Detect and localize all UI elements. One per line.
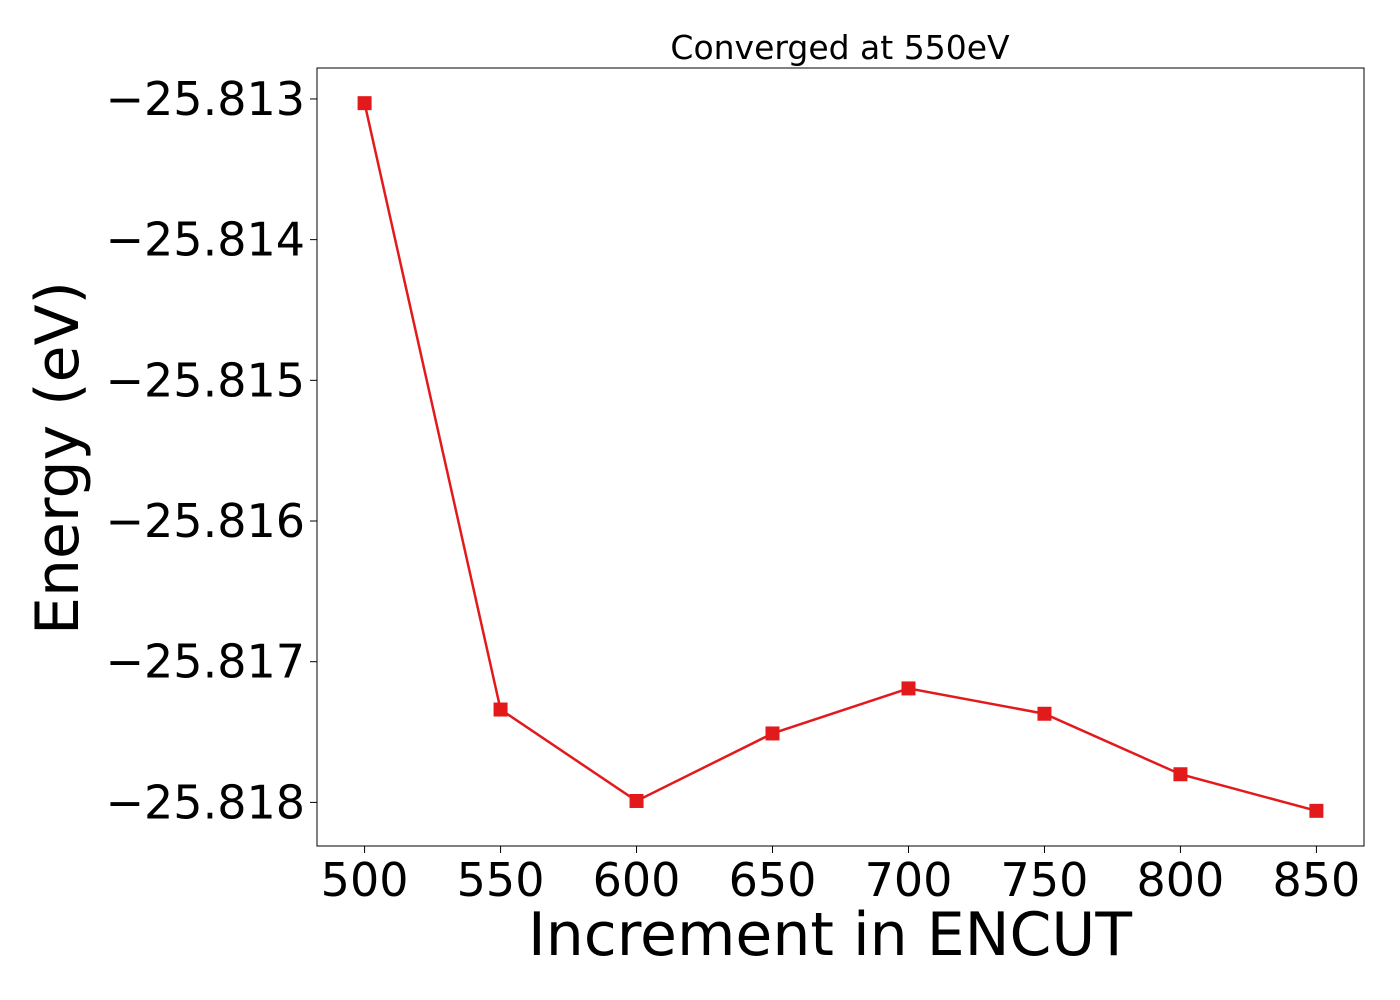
series-energy	[357, 96, 1324, 818]
y-tick-label: −25.814	[106, 213, 306, 267]
data-point	[1309, 803, 1324, 818]
data-point	[901, 681, 916, 696]
y-axis: −25.818 −25.817 −25.816 −25.815 −25.814 −25.8…	[106, 72, 317, 829]
y-tick-label: −25.815	[106, 353, 306, 407]
y-axis-label: Energy (eV)	[23, 281, 93, 635]
x-tick-label: 600	[593, 853, 681, 907]
x-tick-label: 700	[865, 853, 953, 907]
x-tick-label: 800	[1137, 853, 1225, 907]
chart-title: Converged at 550eV	[670, 28, 1010, 67]
data-point	[629, 793, 644, 808]
x-tick-label: 850	[1273, 853, 1361, 907]
plot-frame	[316, 67, 1365, 847]
data-point	[357, 96, 372, 111]
x-tick-label: 650	[729, 853, 817, 907]
data-point	[1173, 767, 1188, 782]
y-tick-label: −25.813	[106, 72, 306, 126]
y-tick-label: −25.818	[106, 775, 306, 829]
x-tick-label: 750	[1001, 853, 1089, 907]
series-line	[363, 102, 1317, 813]
x-axis: 500 550 600 650 700 750 800 850	[321, 846, 1361, 907]
y-tick-label: −25.816	[106, 494, 306, 548]
data-point	[1037, 706, 1052, 721]
x-tick-label: 550	[457, 853, 545, 907]
data-point	[765, 726, 780, 741]
x-tick-label: 500	[321, 853, 409, 907]
x-axis-label: Increment in ENCUT	[528, 900, 1132, 970]
y-tick-label: −25.817	[106, 635, 306, 689]
data-point	[493, 702, 508, 717]
